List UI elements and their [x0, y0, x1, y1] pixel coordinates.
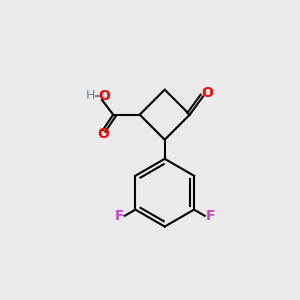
Text: H: H	[86, 89, 95, 102]
Text: F: F	[115, 209, 124, 223]
Text: O: O	[201, 85, 213, 100]
Text: O: O	[98, 88, 110, 103]
Text: O: O	[97, 128, 109, 141]
Text: F: F	[205, 209, 215, 223]
